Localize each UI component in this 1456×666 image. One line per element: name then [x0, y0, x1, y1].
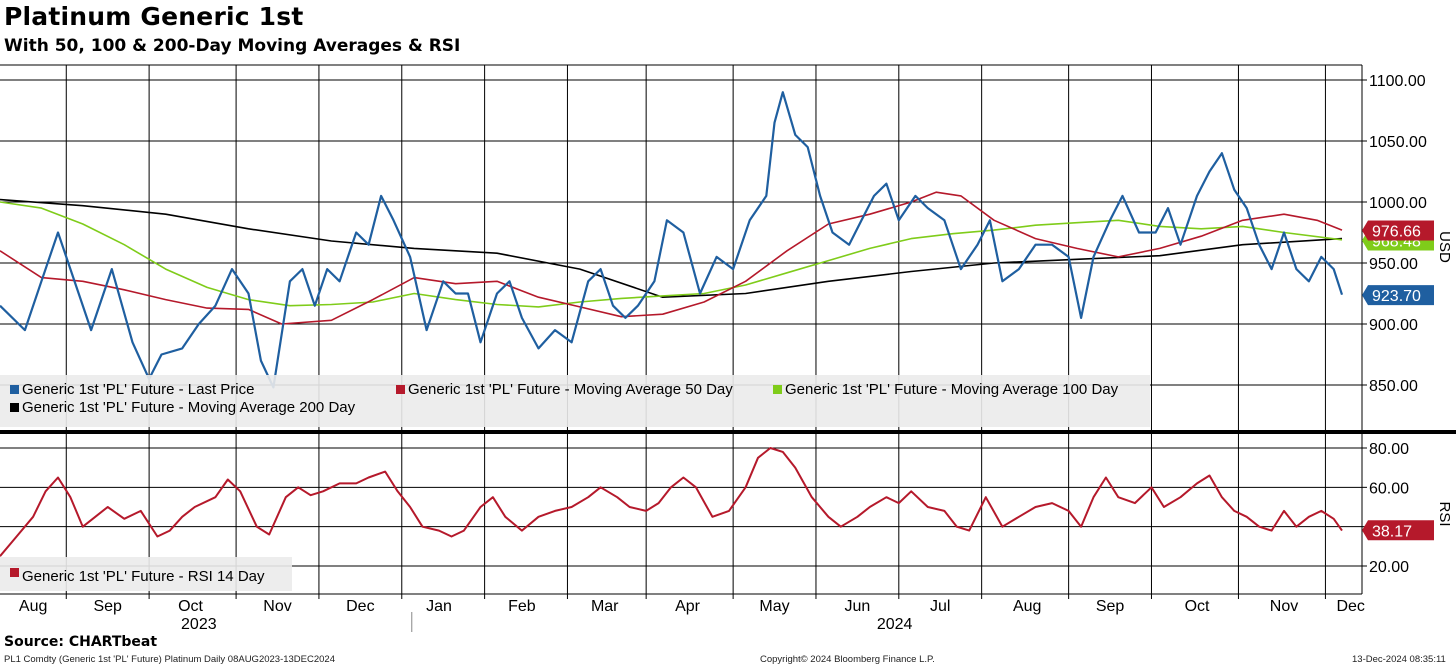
- xtick-label-month: May: [759, 598, 789, 615]
- xtick-label-month: Aug: [19, 598, 47, 615]
- xtick-label-month: Jul: [930, 598, 950, 615]
- rsi-ylabel: RSI: [1436, 501, 1453, 526]
- legend-label-ma100: Generic 1st 'PL' Future - Moving Average…: [785, 381, 1119, 398]
- chart-title: Platinum Generic 1st: [4, 2, 304, 31]
- xtick-label-month: Dec: [346, 598, 374, 615]
- last-value-price-text: 923.70: [1372, 288, 1421, 305]
- legend-label-rsi: Generic 1st 'PL' Future - RSI 14 Day: [22, 568, 265, 585]
- legend-label-price: Generic 1st 'PL' Future - Last Price: [22, 381, 255, 398]
- last-value-rsi: 38.17: [1362, 520, 1434, 541]
- series-line-ma100: [0, 201, 1343, 308]
- xtick-label-month: Mar: [591, 598, 619, 615]
- xtick-label-month: Dec: [1336, 598, 1364, 615]
- xtick-label-month: Oct: [178, 598, 203, 615]
- last-value-ma50: 976.66: [1362, 220, 1434, 241]
- series-line-rsi: [0, 447, 1343, 557]
- chart-subtitle: With 50, 100 & 200-Day Moving Averages &…: [4, 36, 461, 56]
- xtick-label-month: Nov: [1270, 598, 1298, 615]
- rsi-ytick-label: 20.00: [1369, 559, 1409, 576]
- source-label: Source: CHARTbeat: [4, 634, 158, 650]
- price-ytick-label: 1050.00: [1369, 134, 1427, 151]
- price-ytick-label: 950.00: [1369, 256, 1418, 273]
- price-legend: Generic 1st 'PL' Future - Last Price Gene…: [0, 375, 1150, 427]
- series-line-ma200: [0, 198, 1343, 299]
- xtick-label-year: 2024: [877, 616, 913, 633]
- xtick-label-month: Apr: [675, 598, 701, 615]
- timestamp: 13-Dec-2024 08:35:11: [1352, 654, 1446, 665]
- xtick-label-month: Jan: [426, 598, 452, 615]
- price-ytick-label: 1100.00: [1369, 73, 1426, 90]
- legend-swatch-price: [10, 385, 19, 394]
- legend-label-ma50: Generic 1st 'PL' Future - Moving Average…: [408, 381, 733, 398]
- price-ytick-label: 900.00: [1369, 317, 1418, 334]
- xtick-label-month: Nov: [263, 598, 291, 615]
- price-ylabel: USD: [1436, 231, 1453, 263]
- xtick-label-month: Oct: [1185, 598, 1210, 615]
- xtick-label-month: Aug: [1013, 598, 1041, 615]
- last-value-price: 923.70: [1362, 285, 1434, 306]
- legend-swatch-ma50: [396, 385, 405, 394]
- xtick-label-year: 2023: [181, 616, 217, 633]
- panel-divider: [0, 430, 1362, 434]
- ticker-info: PL1 Comdty (Generic 1st 'PL' Future) Pla…: [4, 654, 336, 665]
- panel-divider-right: [1362, 430, 1456, 434]
- rsi-ytick-label: 80.00: [1369, 441, 1409, 458]
- legend-label-ma200: Generic 1st 'PL' Future - Moving Average…: [22, 399, 356, 416]
- series-line-ma50: [0, 191, 1343, 325]
- xtick-label-month: Feb: [508, 598, 536, 615]
- xtick-label-month: Jun: [844, 598, 870, 615]
- copyright: Copyright© 2024 Bloomberg Finance L.P.: [760, 654, 935, 665]
- series-line-price: [0, 91, 1344, 389]
- rsi-ytick-label: 60.00: [1369, 480, 1409, 497]
- last-value-ma50-text: 976.66: [1372, 223, 1421, 240]
- legend-swatch-rsi: [10, 568, 19, 577]
- xtick-label-month: Sep: [1096, 598, 1125, 615]
- legend-swatch-ma200: [10, 403, 19, 412]
- price-ytick-label: 850.00: [1369, 378, 1418, 395]
- xtick-label-month: Sep: [93, 598, 122, 615]
- legend-swatch-ma100: [773, 385, 782, 394]
- rsi-legend: Generic 1st 'PL' Future - RSI 14 Day: [0, 557, 292, 591]
- last-value-rsi-text: 38.17: [1372, 523, 1412, 540]
- price-ytick-label: 1000.00: [1369, 195, 1427, 212]
